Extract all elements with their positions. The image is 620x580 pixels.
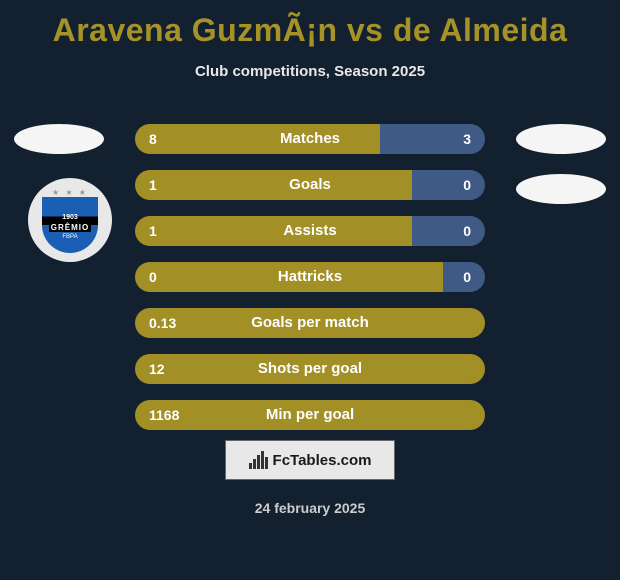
stat-row: 10Assists: [135, 216, 485, 246]
stat-right-bar: 0: [412, 170, 486, 200]
fctables-text: FcTables.com: [273, 452, 372, 469]
stat-left-bar: 1: [135, 170, 412, 200]
stat-row: 12Shots per goal: [135, 354, 485, 384]
stat-left-value: 0: [149, 269, 157, 285]
stat-right-bar: 3: [380, 124, 485, 154]
stat-right-bar: 0: [412, 216, 486, 246]
stat-right-value: 0: [463, 269, 471, 285]
fctables-brand[interactable]: FcTables.com: [225, 440, 395, 480]
stat-row: 0.13Goals per match: [135, 308, 485, 338]
stats-container: 83Matches10Goals10Assists00Hattricks0.13…: [135, 124, 485, 446]
stat-full-bar: 0.13: [135, 308, 485, 338]
stat-left-value: 1: [149, 223, 157, 239]
stat-right-value: 3: [463, 131, 471, 147]
fctables-icon: [249, 451, 269, 469]
badge-placeholder-right-2: [516, 174, 606, 204]
stat-left-bar: 1: [135, 216, 412, 246]
logo-stars: ★ ★ ★: [52, 188, 88, 197]
stat-right-value: 0: [463, 223, 471, 239]
logo-shield: 1903 GRÊMIO FBPA: [42, 197, 98, 253]
stat-left-value: 0.13: [149, 315, 176, 331]
badge-placeholder-right-1: [516, 124, 606, 154]
stat-left-value: 8: [149, 131, 157, 147]
stat-row: 10Goals: [135, 170, 485, 200]
date-text: 24 february 2025: [0, 500, 620, 516]
stat-full-bar: 1168: [135, 400, 485, 430]
logo-sub: FBPA: [62, 234, 77, 240]
club-logo-gremio: ★ ★ ★ 1903 GRÊMIO FBPA: [28, 178, 112, 262]
stat-left-value: 12: [149, 361, 165, 377]
badge-placeholder-left: [14, 124, 104, 154]
stat-left-bar: 8: [135, 124, 380, 154]
stat-row: 00Hattricks: [135, 262, 485, 292]
logo-year: 1903: [62, 214, 78, 221]
logo-name: GRÊMIO: [49, 223, 91, 232]
stat-right-bar: 0: [443, 262, 485, 292]
stat-row: 1168Min per goal: [135, 400, 485, 430]
stat-row: 83Matches: [135, 124, 485, 154]
subtitle: Club competitions, Season 2025: [0, 63, 620, 80]
stat-left-bar: 0: [135, 262, 443, 292]
stat-right-value: 0: [463, 177, 471, 193]
stat-full-bar: 12: [135, 354, 485, 384]
stat-left-value: 1168: [149, 407, 179, 423]
stat-left-value: 1: [149, 177, 157, 193]
page-title: Aravena GuzmÃ¡n vs de Almeida: [0, 0, 620, 49]
